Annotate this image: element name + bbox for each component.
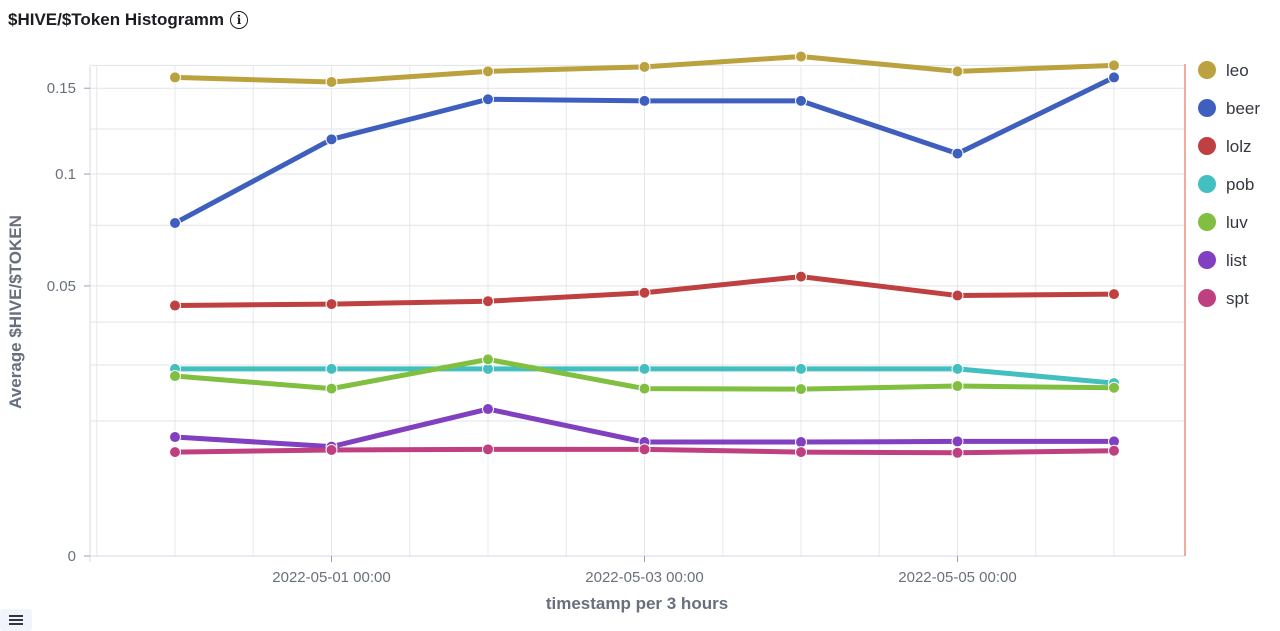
data-point-pob — [795, 362, 807, 375]
legend-swatch-list — [1198, 251, 1216, 269]
data-point-pob — [325, 362, 338, 375]
data-point-lolz — [795, 270, 807, 283]
data-point-luv — [325, 382, 338, 395]
series-layer — [169, 50, 1120, 459]
x-tick-label: 2022-05-03 00:00 — [585, 569, 703, 586]
data-point-beer — [795, 94, 807, 107]
legend-label-list: list — [1226, 251, 1247, 270]
y-tick-label: 0.15 — [47, 80, 76, 97]
x-tick-label: 2022-05-05 00:00 — [898, 569, 1016, 586]
data-point-leo — [169, 71, 181, 84]
x-tick-label: 2022-05-01 00:00 — [272, 569, 390, 586]
data-point-pob — [951, 362, 964, 375]
legend-swatch-pob — [1198, 175, 1216, 193]
data-point-leo — [1108, 59, 1120, 72]
y-tick-label: 0 — [68, 548, 76, 565]
data-point-beer — [951, 147, 964, 160]
data-point-lolz — [1108, 288, 1120, 301]
y-tick-label: 0.05 — [47, 278, 76, 295]
legend-swatch-leo — [1198, 61, 1216, 79]
data-point-spt — [325, 444, 338, 457]
data-point-luv — [638, 382, 651, 395]
data-point-lolz — [482, 295, 494, 308]
data-point-pob — [638, 362, 651, 375]
axis-layer: 0 0.05 0.1 0.15 2022-05-01 00:00 2022-05-03 0… — [6, 64, 1186, 613]
data-point-list — [951, 435, 964, 448]
legend-swatch-beer — [1198, 99, 1216, 117]
legend-layer: leo beer lolz pob luv list spt — [1198, 61, 1260, 308]
data-point-lolz — [951, 289, 964, 302]
panel-header: $HIVE/$Token Histogramm i — [8, 8, 249, 32]
legend-item-lolz[interactable]: lolz — [1198, 137, 1252, 156]
data-point-list — [169, 431, 181, 444]
data-point-leo — [638, 60, 651, 73]
legend-label-pob: pob — [1226, 175, 1254, 194]
data-point-leo — [482, 65, 494, 78]
data-point-lolz — [169, 299, 181, 312]
data-point-leo — [795, 50, 807, 63]
data-point-lolz — [638, 286, 651, 299]
legend-swatch-spt — [1198, 289, 1216, 307]
data-point-spt — [482, 443, 494, 456]
data-point-leo — [951, 65, 964, 78]
y-axis-title: Average $HIVE/$TOKEN — [6, 215, 25, 409]
data-point-spt — [638, 443, 651, 456]
data-point-list — [482, 403, 494, 416]
data-point-spt — [169, 446, 181, 459]
data-point-luv — [795, 383, 807, 396]
data-point-luv — [482, 353, 494, 366]
data-point-leo — [325, 76, 338, 89]
legend-swatch-luv — [1198, 213, 1216, 231]
legend-toggle-button[interactable] — [0, 609, 32, 631]
info-circle-icon[interactable]: i — [230, 11, 249, 29]
legend-label-luv: luv — [1226, 213, 1248, 232]
data-point-spt — [795, 446, 807, 459]
data-point-list — [795, 436, 807, 449]
x-axis-title: timestamp per 3 hours — [546, 594, 728, 613]
data-point-luv — [951, 380, 964, 393]
legend-item-pob[interactable]: pob — [1198, 175, 1254, 194]
legend-label-leo: leo — [1226, 61, 1249, 80]
list-icon — [9, 615, 23, 625]
panel-title: $HIVE/$Token Histogramm — [8, 10, 225, 29]
data-point-beer — [169, 217, 181, 230]
data-point-spt — [1108, 444, 1120, 457]
legend-item-luv[interactable]: luv — [1198, 213, 1248, 232]
y-tick-label: 0.1 — [55, 166, 76, 183]
grid-layer — [90, 64, 1185, 556]
legend-item-list[interactable]: list — [1198, 251, 1247, 270]
data-point-luv — [1108, 381, 1120, 394]
legend-label-spt: spt — [1226, 289, 1249, 308]
legend-item-leo[interactable]: leo — [1198, 61, 1249, 80]
data-point-luv — [169, 370, 181, 383]
data-point-lolz — [325, 298, 338, 311]
legend-swatch-lolz — [1198, 137, 1216, 155]
legend-label-lolz: lolz — [1226, 137, 1252, 156]
data-point-spt — [951, 446, 964, 459]
data-point-beer — [325, 133, 338, 146]
legend-item-spt[interactable]: spt — [1198, 289, 1249, 308]
data-point-beer — [638, 94, 651, 107]
legend-item-beer[interactable]: beer — [1198, 99, 1260, 118]
data-point-beer — [482, 93, 494, 106]
legend-label-beer: beer — [1226, 99, 1260, 118]
data-point-beer — [1108, 71, 1120, 84]
